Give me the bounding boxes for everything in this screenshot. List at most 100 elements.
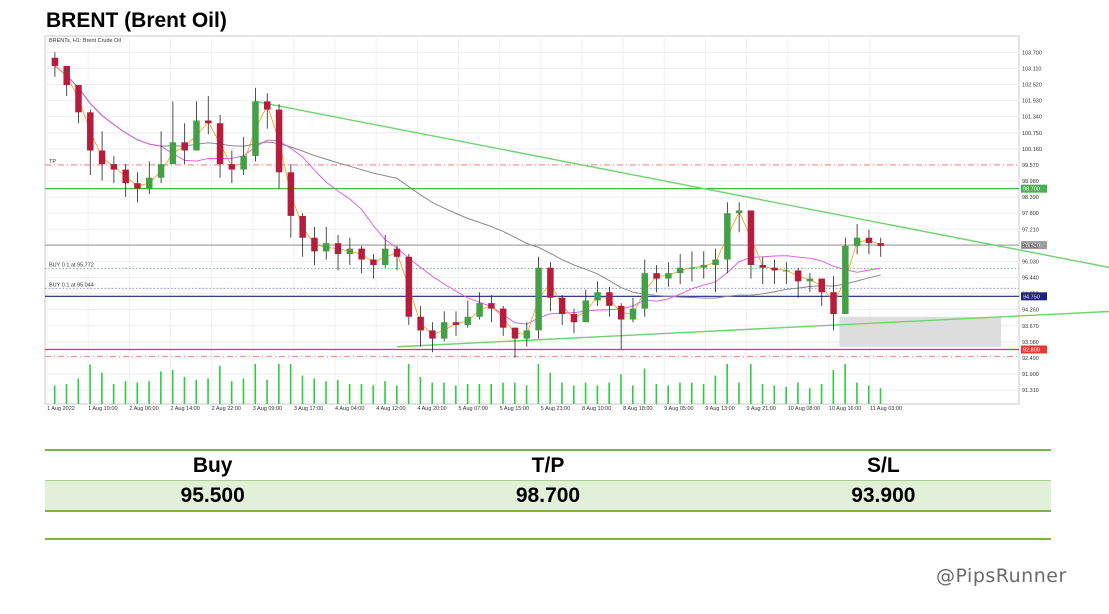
- x-tick-label: 1 Aug 19:00: [88, 406, 117, 412]
- volume-bar: [396, 385, 398, 404]
- volume-bar: [596, 385, 599, 404]
- candle-body: [641, 273, 649, 309]
- trendline: [255, 100, 1109, 269]
- volume-bar: [761, 384, 764, 404]
- volume-bar: [679, 382, 681, 404]
- volume-layer: [53, 364, 882, 404]
- price-level-tag: [1021, 184, 1047, 193]
- candle-body: [771, 267, 778, 271]
- y-tick-label: 94.260: [1022, 308, 1039, 314]
- candle-body: [181, 142, 188, 151]
- volume-bar: [207, 378, 209, 404]
- candle-body: [193, 120, 200, 151]
- candle-body: [322, 243, 330, 252]
- volume-bar: [572, 385, 575, 404]
- y-tick-label: 101.340: [1022, 115, 1042, 121]
- volume-bar: [620, 374, 622, 404]
- candle-body: [334, 243, 342, 255]
- candle-body: [110, 164, 118, 170]
- volume-bar: [655, 384, 658, 404]
- volume-bar: [301, 375, 304, 404]
- y-tick-label: 103.700: [1022, 50, 1042, 56]
- candle-body: [759, 264, 766, 268]
- candle-body: [417, 316, 424, 331]
- candle-body: [146, 177, 153, 189]
- volume-bar: [490, 384, 493, 404]
- volume-bar: [856, 382, 858, 404]
- volume-bar: [808, 388, 811, 404]
- volume-bar: [65, 384, 68, 404]
- candle-body: [311, 237, 318, 252]
- volume-bar: [266, 379, 268, 404]
- y-tick-label: 91.900: [1022, 372, 1039, 378]
- candle-body: [499, 308, 507, 328]
- candle-body: [216, 123, 224, 165]
- x-tick-label: 11 Aug 03:00: [870, 406, 902, 412]
- watermark-text: @PipsRunner: [936, 565, 1067, 587]
- volume-bar: [372, 385, 375, 404]
- volume-bar: [844, 364, 846, 404]
- candle-body: [700, 264, 708, 268]
- y-tick-label: 103.110: [1022, 66, 1041, 72]
- volume-bar: [289, 364, 292, 404]
- candle-body: [594, 292, 601, 301]
- volume-bar: [230, 381, 233, 404]
- x-tick-label: 5 Aug 15:00: [500, 406, 529, 412]
- x-tick-label: 1 Aug 2022: [47, 406, 75, 412]
- x-tick-label: 10 Aug 16:00: [829, 406, 861, 412]
- candle-body: [346, 248, 354, 255]
- level-layer: TP 98.700 96.630 BUY 0.1 at 95.772 BUY 0.1 a…: [45, 159, 1047, 357]
- y-tick-label: 91.310: [1022, 388, 1039, 394]
- sl-value: 93.900: [715, 480, 1051, 512]
- volume-bar: [124, 381, 127, 404]
- page-title: BRENT (Brent Oil): [46, 9, 227, 32]
- x-tick-label: 2 Aug 22:00: [212, 406, 241, 412]
- candle-body: [205, 120, 212, 124]
- volume-bar: [112, 384, 115, 404]
- volume-bar: [584, 382, 587, 404]
- candle-body: [75, 85, 82, 113]
- x-tick-label: 9 Aug 05:00: [664, 406, 693, 412]
- volume-bar: [714, 375, 717, 404]
- volume-bar: [549, 372, 551, 404]
- y-tick-label: 97.800: [1022, 211, 1039, 217]
- candle-body: [570, 314, 578, 323]
- y-tick-label: 100.750: [1022, 131, 1042, 137]
- volume-bar: [171, 370, 174, 404]
- candle-body: [264, 101, 271, 110]
- price-chart: TP 98.700 96.630 BUY 0.1 at 95.772 BUY 0.1 a…: [44, 35, 1109, 412]
- volume-bar: [773, 385, 776, 404]
- x-tick-label: 8 Aug 10:00: [582, 406, 611, 412]
- x-tick-label: 2 Aug 06:00: [129, 406, 158, 412]
- candle-body: [582, 300, 590, 323]
- volume-bar: [667, 385, 669, 404]
- volume-bar: [278, 364, 280, 404]
- x-tick-label: 4 Aug 12:00: [376, 406, 405, 412]
- candle-body: [87, 112, 94, 151]
- y-tick-label: 99.570: [1022, 163, 1039, 169]
- candle-body: [429, 330, 436, 339]
- volume-bar: [313, 378, 316, 404]
- x-axis: 1 Aug 2022 1 Aug 19:00 2 Aug 06:00 2 Aug 14…: [47, 406, 902, 412]
- candle-body: [63, 65, 70, 86]
- candle-body: [842, 245, 849, 315]
- price-level-tag: [1021, 241, 1047, 250]
- x-tick-label: 8 Aug 18:00: [623, 406, 652, 412]
- candle-body: [287, 172, 295, 216]
- y-tick-label: 95.440: [1022, 276, 1039, 282]
- bottom-divider: [45, 538, 1051, 540]
- candle-body: [806, 278, 814, 282]
- candle-body: [830, 292, 837, 315]
- volume-bar: [726, 364, 728, 404]
- x-tick-label: 5 Aug 23:00: [541, 406, 570, 412]
- sl-header: S/L: [715, 449, 1051, 481]
- volume-bar: [832, 370, 835, 404]
- price-level-tag: [1021, 292, 1047, 301]
- x-tick-label: 9 Aug 13:00: [705, 406, 734, 412]
- y-tick-label: 93.080: [1022, 340, 1039, 346]
- zone-layer: [839, 316, 1001, 347]
- trendline: [396, 310, 1109, 348]
- volume-bar: [820, 384, 823, 404]
- candle-body: [169, 142, 177, 165]
- x-tick-label: 5 Aug 07:00: [459, 406, 488, 412]
